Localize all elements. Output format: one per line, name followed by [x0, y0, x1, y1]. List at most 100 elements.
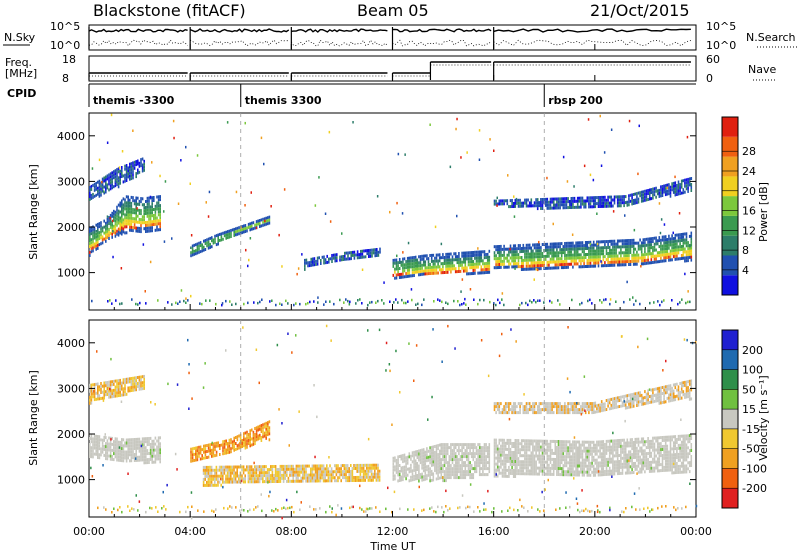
range-gate-cell: [89, 389, 91, 393]
range-gate-cell: [236, 471, 238, 475]
range-gate-cell: [493, 257, 496, 261]
range-gate-cell: [438, 268, 441, 272]
range-gate-cell: [445, 252, 447, 256]
range-gate-cell: [438, 256, 441, 260]
range-gate-cell: [493, 441, 496, 445]
range-gate-cell: [655, 257, 657, 261]
range-gate-cell: [690, 183, 693, 186]
range-gate-cell: [604, 243, 606, 247]
range-gate-cell: [597, 199, 600, 202]
range-gate-cell: [599, 240, 601, 244]
range-gate-cell: [364, 478, 366, 482]
range-gate-cell: [217, 480, 219, 484]
range-gate-cell: [140, 230, 142, 234]
range-gate-cell: [270, 474, 272, 478]
range-gate-cell: [370, 472, 373, 476]
range-gate-cell: [346, 470, 349, 474]
range-gate-cell: [586, 259, 589, 262]
range-gate-cell: [573, 247, 576, 251]
range-gate-cell: [327, 470, 330, 474]
near-range-cell: [329, 300, 331, 303]
range-gate-cell: [467, 461, 470, 465]
range-gate-cell: [362, 478, 365, 482]
range-gate-cell: [533, 460, 536, 464]
range-gate-cell: [466, 251, 468, 255]
scatter-cell: [142, 243, 145, 246]
range-gate-cell: [117, 458, 120, 462]
range-gate-cell: [637, 197, 640, 201]
range-gate-cell: [392, 261, 395, 265]
range-gate-cell: [149, 442, 152, 446]
range-gate-cell: [397, 458, 399, 462]
range-gate-cell: [249, 480, 251, 484]
range-gate-cell: [130, 386, 133, 389]
range-gate-cell: [137, 159, 139, 163]
range-gate-cell: [610, 198, 613, 202]
range-gate-cell: [462, 473, 465, 477]
range-gate-cell: [446, 473, 449, 477]
range-gate-cell: [624, 201, 627, 205]
range-gate-cell: [89, 383, 91, 387]
range-gate-cell: [612, 260, 614, 264]
range-gate-cell: [218, 474, 221, 478]
range-gate-cell: [235, 442, 237, 445]
range-gate-cell: [605, 240, 608, 244]
range-gate-cell: [435, 268, 438, 272]
range-gate-cell: [548, 266, 550, 270]
range-gate-cell: [413, 259, 415, 262]
range-gate-cell: [127, 447, 129, 451]
range-gate-cell: [206, 238, 208, 242]
range-gate-cell: [239, 477, 242, 481]
range-gate-cell: [552, 242, 555, 246]
near-range-cell: [543, 301, 545, 304]
range-gate-cell: [159, 210, 161, 214]
range-gate-cell: [133, 444, 136, 447]
range-gate-cell: [676, 248, 678, 252]
range-gate-cell: [543, 255, 545, 258]
range-gate-cell: [361, 249, 364, 253]
range-gate-cell: [235, 227, 237, 231]
range-gate-cell: [488, 258, 491, 262]
range-gate-cell: [599, 252, 601, 256]
range-gate-cell: [429, 446, 431, 450]
range-gate-cell: [429, 473, 431, 477]
range-gate-cell: [522, 463, 525, 467]
range-gate-cell: [146, 449, 149, 453]
near-range-cell: [115, 299, 117, 302]
range-gate-cell: [137, 229, 139, 233]
range-gate-cell: [626, 200, 629, 204]
range-gate-cell: [225, 439, 227, 443]
range-gate-cell: [98, 435, 101, 439]
range-gate-cell: [416, 258, 419, 262]
range-gate-cell: [103, 237, 105, 241]
range-gate-cell: [581, 241, 584, 245]
range-gate-cell: [645, 189, 648, 193]
near-range-cell: [285, 299, 287, 303]
range-gate-cell: [398, 476, 401, 479]
range-gate-cell: [604, 264, 606, 268]
range-gate-cell: [540, 201, 542, 204]
range-gate-cell: [111, 383, 113, 387]
range-gate-cell: [511, 442, 513, 445]
range-gate-cell: [442, 455, 444, 459]
range-gate-cell: [146, 226, 149, 230]
range-gate-cell: [512, 445, 515, 448]
range-gate-cell: [580, 253, 582, 257]
range-gate-cell: [359, 478, 362, 482]
range-gate-cell: [421, 466, 423, 470]
range-gate-cell: [620, 198, 622, 202]
range-gate-cell: [501, 453, 504, 457]
range-gate-cell: [228, 465, 230, 469]
range-gate-cell: [591, 258, 593, 262]
range-gate-cell: [114, 455, 117, 459]
range-gate-cell: [138, 384, 141, 388]
range-gate-cell: [556, 251, 558, 255]
range-gate-cell: [129, 198, 131, 202]
range-gate-cell: [668, 189, 670, 193]
range-gate-cell: [109, 175, 112, 179]
range-gate-cell: [532, 457, 534, 461]
range-gate-cell: [255, 426, 258, 430]
range-gate-cell: [350, 479, 352, 482]
range-gate-cell: [89, 236, 91, 239]
range-gate-cell: [429, 452, 431, 456]
